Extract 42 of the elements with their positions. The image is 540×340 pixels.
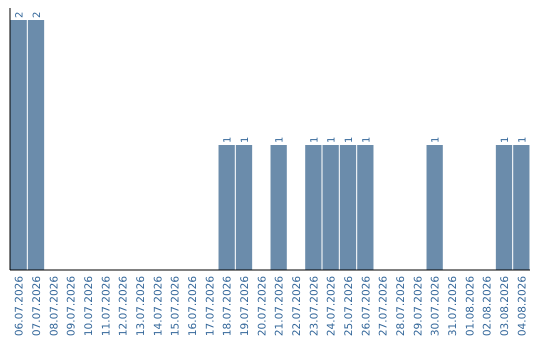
data-label: 1 bbox=[344, 136, 355, 143]
x-tick-label: 06.07.2026 bbox=[14, 276, 26, 336]
data-label: 1 bbox=[222, 136, 234, 143]
data-label: 1 bbox=[361, 136, 372, 143]
data-label: 1 bbox=[326, 136, 338, 143]
x-tick-label: 28.07.2026 bbox=[395, 276, 407, 336]
x-tick-label: 26.07.2026 bbox=[360, 276, 372, 336]
x-tick-label: 10.07.2026 bbox=[83, 276, 95, 336]
data-label: 1 bbox=[274, 136, 286, 143]
x-tick-label: 11.07.2026 bbox=[100, 276, 112, 336]
x-tick-label: 18.07.2026 bbox=[222, 276, 234, 336]
x-tick-label: 12.07.2026 bbox=[118, 276, 130, 336]
x-tick-label: 03.08.2026 bbox=[499, 276, 511, 336]
x-tick-label: 07.07.2026 bbox=[31, 276, 43, 336]
data-label: 1 bbox=[500, 136, 511, 143]
x-tick-label: 09.07.2026 bbox=[66, 276, 78, 336]
x-tick-label: 15.07.2026 bbox=[170, 276, 182, 336]
data-label: 1 bbox=[517, 136, 528, 143]
x-tick-label: 27.07.2026 bbox=[378, 276, 390, 336]
x-tick-label: 29.07.2026 bbox=[412, 276, 424, 336]
data-label: 1 bbox=[430, 136, 442, 143]
x-tick-label: 13.07.2026 bbox=[135, 276, 147, 336]
data-label: 1 bbox=[240, 136, 251, 143]
x-tick-label: 02.08.2026 bbox=[482, 276, 494, 336]
data-label: 1 bbox=[309, 136, 320, 143]
x-tick-label: 08.07.2026 bbox=[48, 276, 60, 336]
x-tick-label: 16.07.2026 bbox=[187, 276, 199, 336]
x-tick-label: 04.08.2026 bbox=[516, 276, 528, 336]
x-tick-label: 17.07.2026 bbox=[204, 276, 216, 336]
x-tick-label: 19.07.2026 bbox=[239, 276, 251, 336]
x-tick-label: 24.07.2026 bbox=[326, 276, 338, 336]
x-tick-label: 14.07.2026 bbox=[152, 276, 164, 336]
x-tick-label: 20.07.2026 bbox=[256, 276, 268, 336]
data-label: 2 bbox=[14, 12, 26, 18]
x-tick-label: 21.07.2026 bbox=[274, 276, 286, 336]
x-tick-label: 30.07.2026 bbox=[430, 276, 442, 336]
x-tick-label: 22.07.2026 bbox=[291, 276, 303, 336]
x-tick-label: 23.07.2026 bbox=[308, 276, 320, 336]
x-tick-label: 31.07.2026 bbox=[447, 276, 459, 336]
x-tick-label: 25.07.2026 bbox=[343, 276, 355, 336]
x-tick-label: 01.08.2026 bbox=[464, 276, 476, 336]
data-label: 2 bbox=[32, 12, 43, 18]
